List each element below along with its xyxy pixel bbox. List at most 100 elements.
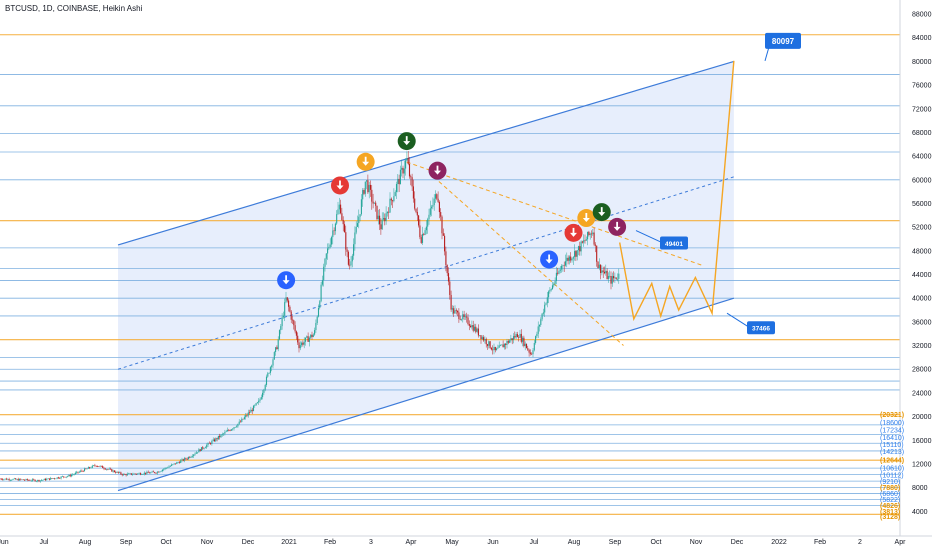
candle-body bbox=[220, 434, 222, 438]
candle-body bbox=[427, 219, 429, 227]
candle-body bbox=[104, 468, 106, 470]
candle-body bbox=[484, 339, 486, 341]
candle-body bbox=[597, 261, 599, 269]
candle-body bbox=[371, 189, 373, 202]
candle-body bbox=[397, 178, 399, 184]
down-arrow-icon bbox=[434, 165, 442, 175]
candle-body bbox=[449, 281, 451, 295]
candle-body bbox=[492, 349, 494, 351]
callout-box bbox=[747, 321, 775, 335]
candle-body bbox=[564, 261, 567, 266]
candle-body bbox=[93, 465, 95, 466]
candle-body bbox=[366, 180, 368, 182]
candle-body bbox=[87, 467, 89, 469]
candle-body bbox=[470, 325, 472, 328]
price-axis-tick: 64000 bbox=[912, 154, 932, 161]
candle-body bbox=[256, 402, 258, 404]
candle-body bbox=[431, 206, 433, 209]
time-axis-tick: Aug bbox=[568, 539, 581, 546]
candle-body bbox=[506, 341, 508, 345]
candle-body bbox=[555, 272, 557, 281]
candle-body bbox=[581, 241, 583, 243]
candle-body bbox=[559, 269, 561, 271]
candle-body bbox=[107, 469, 109, 470]
candle-body bbox=[249, 412, 251, 414]
candle-body bbox=[73, 474, 75, 475]
candle-body bbox=[574, 251, 576, 257]
candle-body bbox=[77, 471, 79, 473]
candle-body bbox=[515, 334, 517, 338]
candle-body bbox=[473, 326, 476, 331]
candle-body bbox=[332, 230, 334, 238]
candle-body bbox=[606, 270, 608, 280]
candle-body bbox=[68, 475, 70, 477]
candle-body bbox=[199, 449, 201, 451]
candle-body bbox=[83, 468, 86, 472]
candle-body bbox=[379, 215, 381, 225]
candle-body bbox=[410, 176, 412, 178]
candle-body bbox=[94, 465, 96, 466]
candle-body bbox=[558, 270, 560, 274]
candle-body bbox=[457, 311, 459, 313]
candle-body bbox=[124, 474, 126, 475]
candle-body bbox=[299, 345, 301, 349]
candle-body bbox=[0, 478, 1, 480]
candle-body bbox=[289, 306, 291, 312]
candle-body bbox=[182, 459, 184, 461]
down-arrow-icon bbox=[598, 207, 606, 217]
down-arrow-icon bbox=[362, 156, 370, 166]
candle-body bbox=[168, 466, 170, 468]
candle-body bbox=[616, 278, 619, 280]
time-axis-tick: 2022 bbox=[771, 539, 787, 546]
candle-body bbox=[245, 415, 247, 418]
candle-body bbox=[208, 442, 210, 444]
time-axis-tick: Nov bbox=[201, 539, 214, 546]
candle-body bbox=[561, 265, 563, 270]
candle-body bbox=[408, 163, 411, 177]
candle-body bbox=[353, 244, 355, 256]
candle-body bbox=[252, 405, 255, 412]
candle-body bbox=[420, 237, 422, 243]
level-label: (10610) bbox=[880, 466, 904, 473]
price-axis-tick: 48000 bbox=[912, 248, 932, 255]
candle-body bbox=[485, 339, 487, 345]
candle-body bbox=[423, 233, 425, 235]
candle-body bbox=[505, 343, 507, 345]
candle-body bbox=[546, 297, 548, 304]
candle-body bbox=[416, 211, 418, 216]
candle-body bbox=[411, 177, 413, 187]
candle-body bbox=[498, 345, 500, 348]
candle-body bbox=[70, 474, 73, 477]
candle-body bbox=[207, 442, 209, 446]
candle-body bbox=[232, 428, 234, 430]
candle-body bbox=[341, 213, 343, 220]
candle-body bbox=[442, 233, 444, 236]
price-axis-tick: 68000 bbox=[912, 130, 932, 137]
candle-body bbox=[3, 479, 5, 480]
candle-body bbox=[613, 276, 615, 279]
candle-body bbox=[7, 479, 9, 480]
price-axis-tick: 60000 bbox=[912, 177, 932, 184]
candle-body bbox=[596, 245, 598, 262]
down-arrow-icon bbox=[282, 275, 290, 285]
candle-body bbox=[537, 326, 539, 334]
candle-body bbox=[545, 303, 547, 305]
candle-body bbox=[237, 423, 239, 427]
candle-body bbox=[48, 478, 50, 480]
candle-body bbox=[463, 314, 465, 318]
candle-body bbox=[50, 478, 52, 480]
candle-body bbox=[210, 443, 212, 444]
candle-body bbox=[133, 473, 135, 475]
candle-body bbox=[399, 169, 401, 185]
candle-body bbox=[590, 233, 593, 235]
candle-body bbox=[437, 198, 439, 202]
candle-body bbox=[103, 468, 105, 469]
candle-body bbox=[60, 476, 62, 479]
candle-body bbox=[282, 315, 284, 318]
time-axis-tick: Dec bbox=[731, 539, 744, 546]
candle-body bbox=[602, 270, 604, 272]
candle-body bbox=[139, 473, 141, 475]
candle-body bbox=[368, 184, 370, 193]
candle-body bbox=[401, 167, 403, 170]
